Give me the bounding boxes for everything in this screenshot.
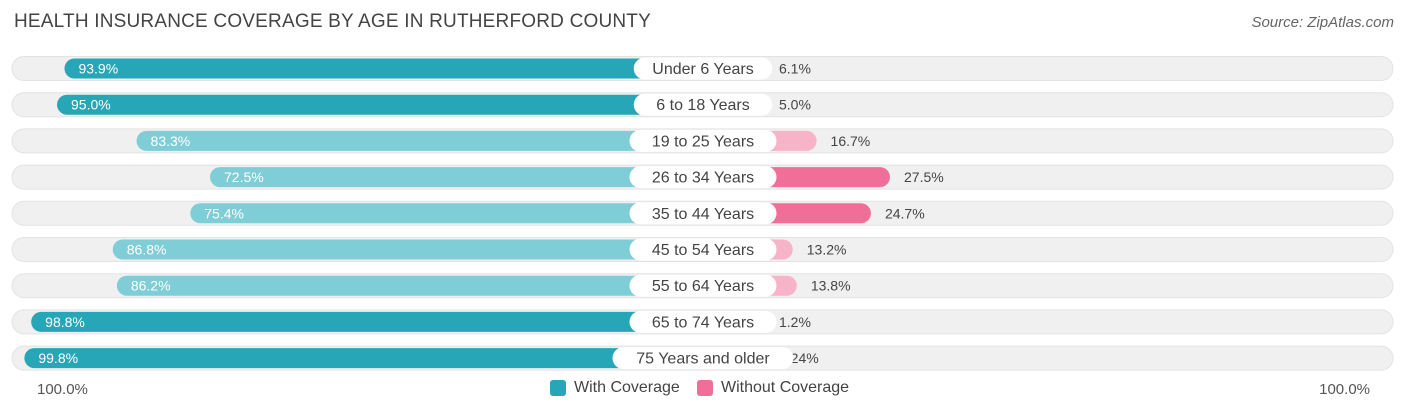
with-coverage-label: 95.0% [71, 97, 111, 113]
with-coverage-label: 86.2% [131, 278, 171, 294]
chart-title: HEALTH INSURANCE COVERAGE BY AGE IN RUTH… [14, 11, 651, 32]
with-coverage-label: 98.8% [45, 314, 85, 330]
without-coverage-swatch [697, 380, 713, 396]
category-label: 55 to 64 Years [652, 278, 754, 295]
category-pill [629, 202, 777, 225]
without-coverage-label: 13.2% [807, 242, 847, 258]
without-coverage-label: 6.1% [779, 61, 811, 77]
without-coverage-label: 1.2% [779, 314, 811, 330]
with-coverage-swatch [550, 380, 566, 396]
category-label: 19 to 25 Years [652, 133, 754, 150]
category-pill [629, 310, 777, 333]
axis-left-label: 100.0% [37, 381, 88, 398]
legend-with-coverage: With Coverage [550, 379, 680, 397]
with-coverage-bar [57, 94, 703, 115]
with-coverage-label: 75.4% [204, 205, 244, 221]
with-coverage-bar [136, 130, 703, 151]
with-coverage-label: 93.9% [78, 61, 118, 77]
axis-right-label: 100.0% [1319, 381, 1370, 398]
with-coverage-bar [24, 348, 704, 369]
with-coverage-bar [64, 58, 704, 79]
category-label: 6 to 18 Years [656, 97, 749, 114]
with-coverage-label: 83.3% [151, 133, 191, 149]
category-pill [612, 347, 794, 370]
without-coverage-label: 5.0% [779, 97, 811, 113]
category-label: 26 to 34 Years [652, 170, 754, 187]
category-label: 35 to 44 Years [652, 206, 754, 223]
category-label: 65 to 74 Years [652, 314, 754, 331]
legend: With Coverage Without Coverage [0, 379, 1406, 401]
with-coverage-label: 72.5% [224, 169, 264, 185]
category-pill [633, 57, 773, 80]
with-coverage-bar [31, 311, 704, 332]
category-pill [633, 93, 773, 116]
category-pill [629, 238, 777, 261]
source-label: Source: ZipAtlas.com [1251, 14, 1394, 31]
bar-chart: 93.9% 6.1% Under 6 Years 95.0% 5.0% 6 to 18 Y… [11, 56, 1394, 371]
category-pill [629, 166, 777, 189]
with-coverage-bar [116, 275, 704, 296]
category-label: Under 6 Years [652, 61, 753, 78]
category-pill [629, 274, 777, 297]
with-coverage-label: 99.8% [38, 350, 78, 366]
with-coverage-bar [190, 203, 703, 224]
without-coverage-label: 24.7% [885, 205, 925, 221]
without-coverage-label: 16.7% [831, 133, 871, 149]
legend-without-coverage: Without Coverage [697, 379, 849, 397]
with-coverage-bar [112, 239, 703, 260]
without-coverage-label: 13.8% [811, 278, 851, 294]
category-label: 75 Years and older [636, 351, 770, 368]
legend-with-label: With Coverage [574, 379, 680, 396]
category-label: 45 to 54 Years [652, 242, 754, 259]
legend-without-label: Without Coverage [721, 379, 850, 396]
category-pill [629, 129, 777, 152]
with-coverage-label: 86.8% [127, 242, 167, 258]
without-coverage-label: 27.5% [904, 169, 944, 185]
with-coverage-bar [210, 167, 703, 188]
